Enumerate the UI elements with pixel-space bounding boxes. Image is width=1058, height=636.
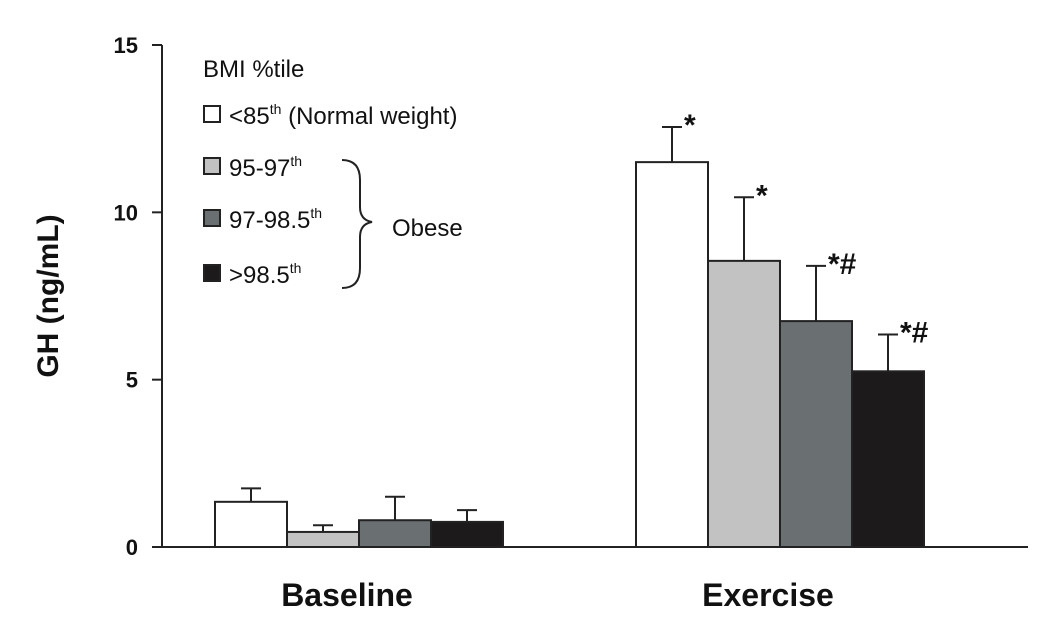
significance-exercise-97-98-5: *#	[828, 248, 857, 281]
bar-baseline-95-97	[286, 530, 360, 549]
y-axis-label: GH (ng/mL)	[32, 214, 65, 377]
legend-swatch-97-98-5	[203, 209, 221, 227]
bar-baseline-85	[214, 500, 288, 549]
bar-exercise-95-97	[707, 259, 781, 548]
significance-exercise-98-5: *#	[900, 316, 929, 349]
legend-group-label: Obese	[392, 215, 463, 242]
axes-layer	[161, 45, 1028, 548]
bar-exercise-98-5	[851, 370, 925, 548]
y-tick-label-5: 5	[126, 368, 138, 393]
bars-layer	[214, 161, 925, 549]
legend: BMI %tile Obese <85th (Normal weight) 95-…	[203, 56, 463, 289]
bar-baseline-98-5	[430, 520, 504, 549]
obese-brace	[341, 159, 373, 289]
y-tick-label-0: 0	[126, 535, 138, 560]
ticks-layer: 0 5 10 15	[114, 33, 162, 560]
legend-label-85: <85th (Normal weight)	[229, 101, 457, 130]
legend-swatch-98-5	[203, 264, 221, 282]
legend-label-97-98-5: 97-98.5th	[229, 205, 322, 234]
significance-exercise-95-97: *	[756, 179, 768, 212]
category-labels: Baseline Exercise	[281, 577, 834, 613]
legend-label-98-5: >98.5th	[229, 260, 301, 289]
bar-baseline-97-98-5	[358, 519, 432, 549]
annotations-layer: * * *# *#	[684, 109, 929, 349]
category-label-baseline: Baseline	[281, 577, 413, 613]
error-bars-layer	[241, 125, 898, 532]
y-tick-label-15: 15	[114, 33, 138, 58]
legend-swatch-95-97	[203, 157, 221, 175]
bar-exercise-97-98-5	[779, 320, 853, 548]
legend-swatch-85	[203, 105, 221, 123]
legend-title: BMI %tile	[203, 56, 304, 83]
y-tick-label-10: 10	[114, 200, 138, 225]
legend-label-95-97: 95-97th	[229, 153, 302, 182]
bar-exercise-85	[635, 161, 709, 548]
significance-exercise-85: *	[684, 109, 696, 142]
category-label-exercise: Exercise	[702, 577, 834, 613]
